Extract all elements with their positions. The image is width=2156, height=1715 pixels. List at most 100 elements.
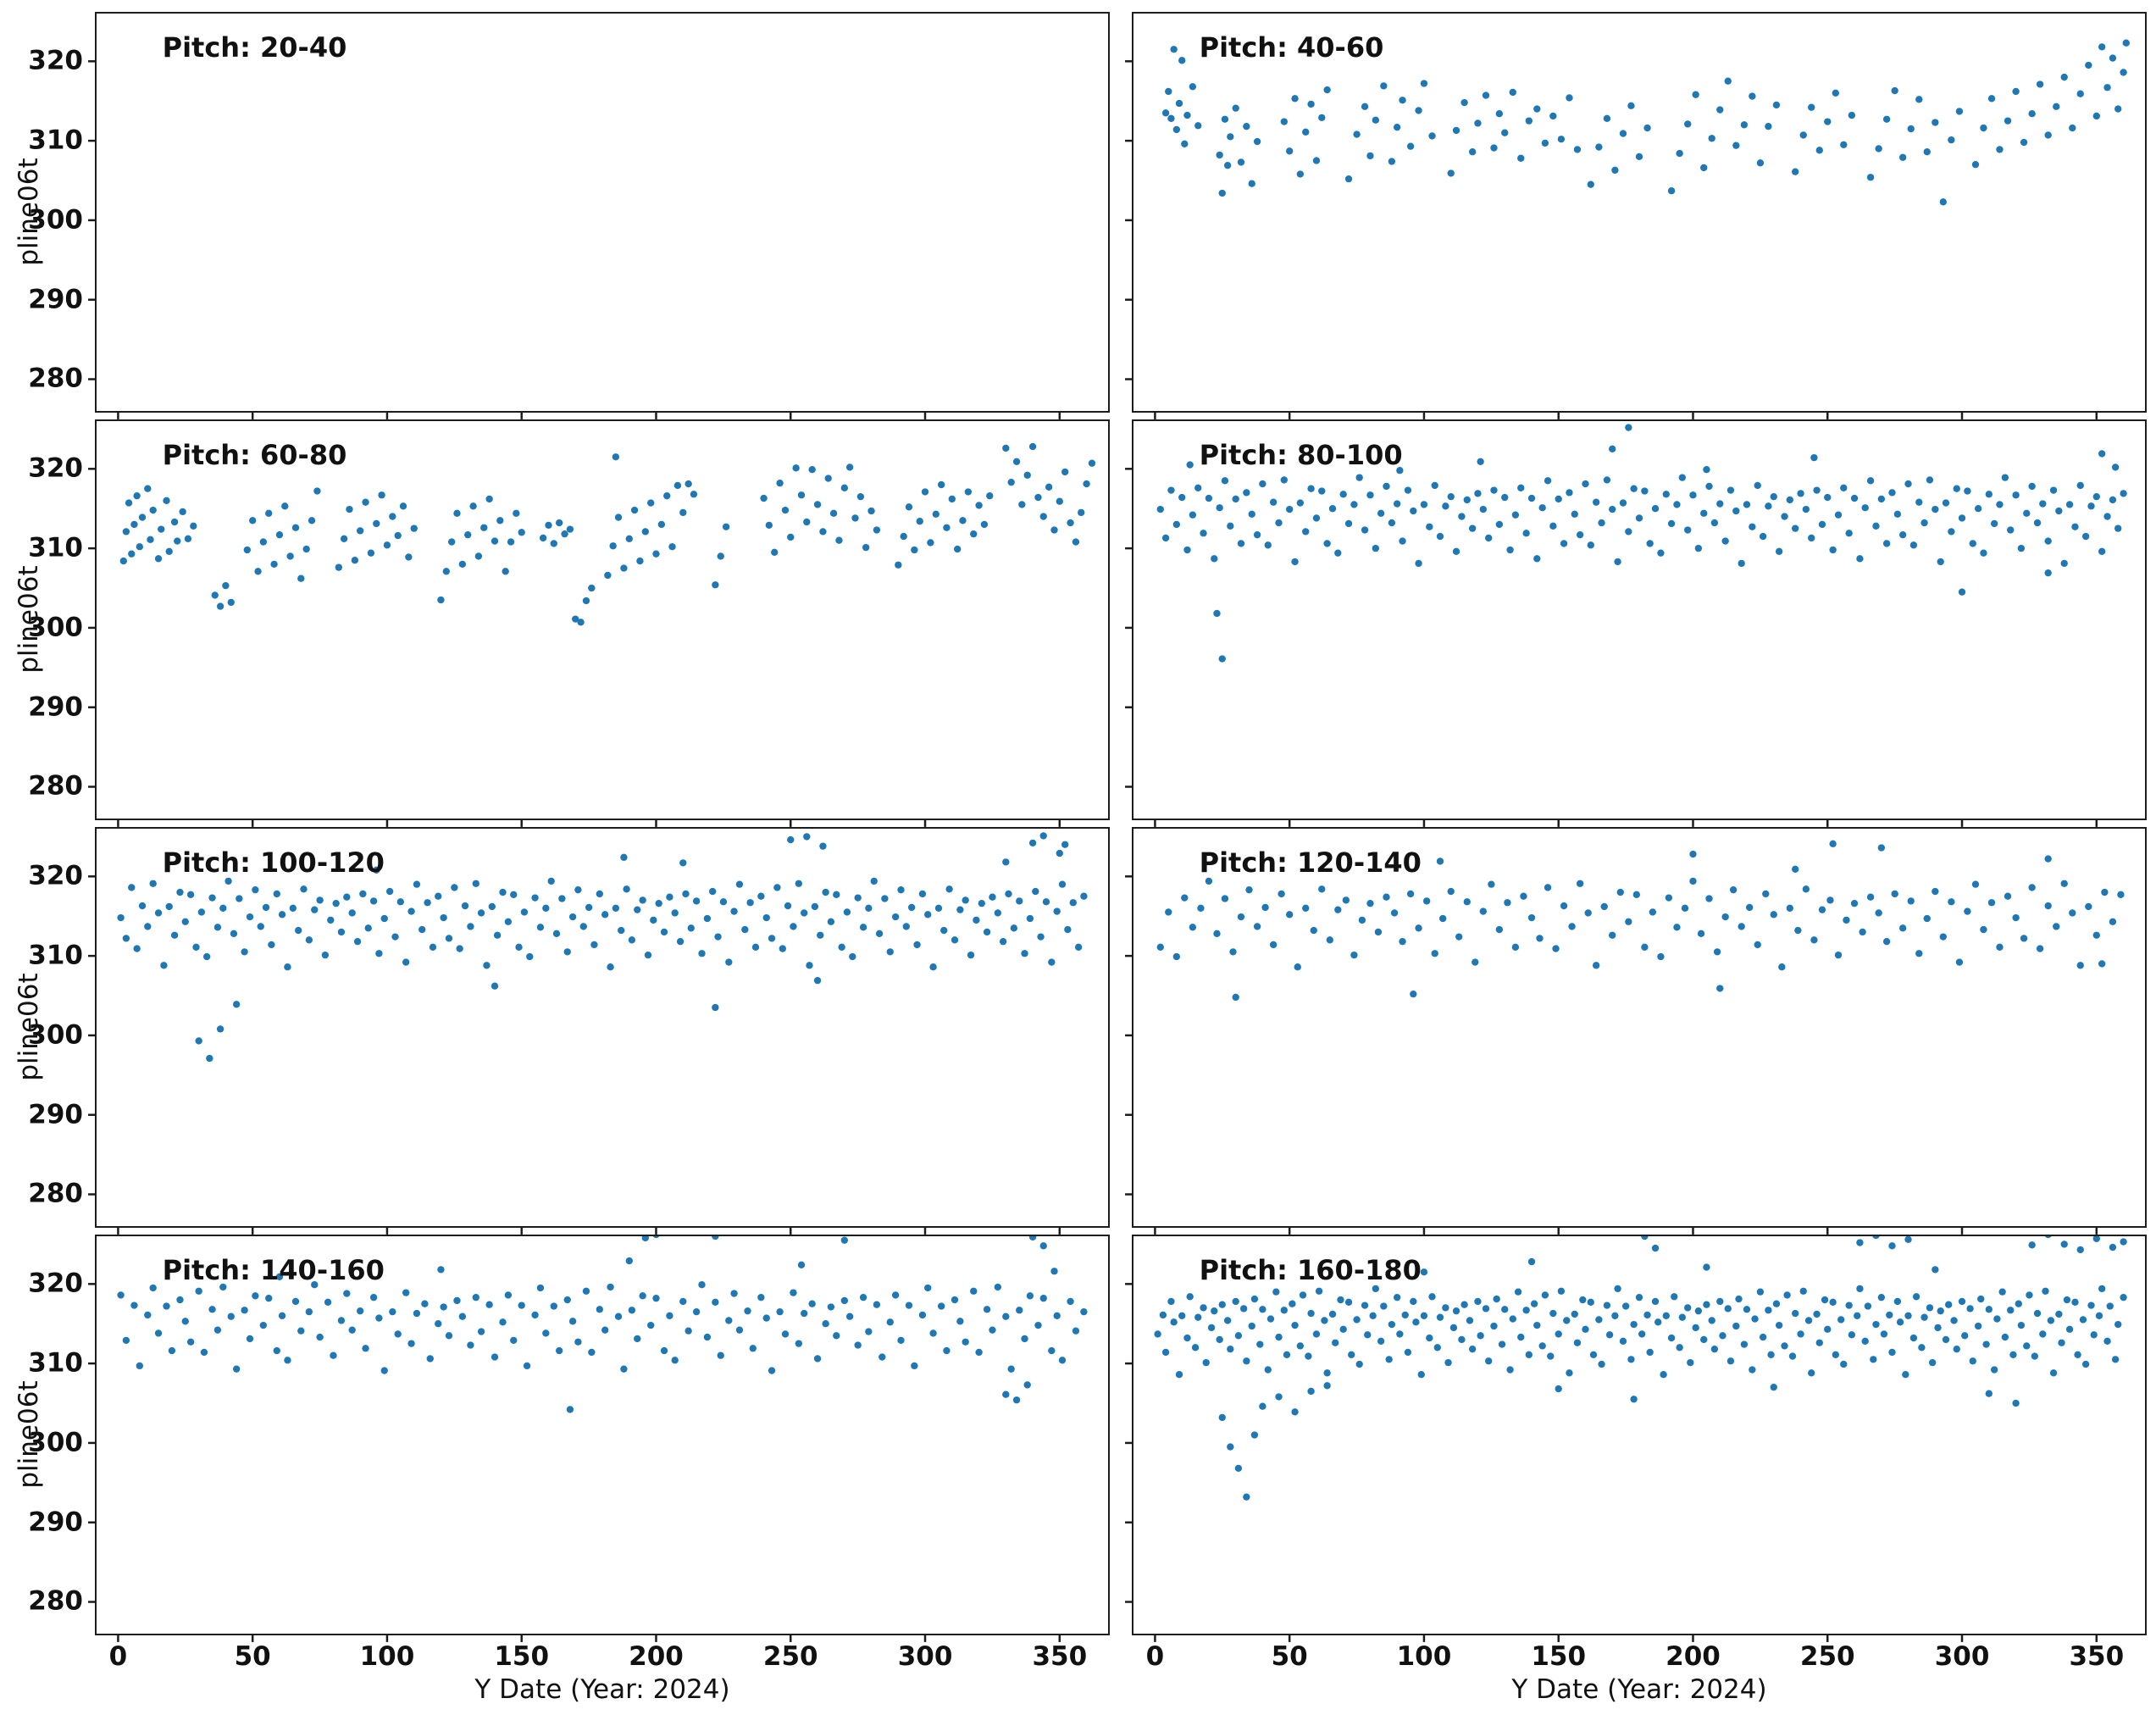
data-point xyxy=(1786,496,1793,504)
data-point xyxy=(424,899,431,907)
data-point xyxy=(620,853,628,861)
scatter-panel-8: Pitch: 160-180 0 50 100 150 200 250 300 350 xyxy=(1125,1235,2147,1670)
data-point xyxy=(948,495,956,503)
data-point xyxy=(477,909,485,917)
data-point xyxy=(117,913,125,922)
data-point xyxy=(119,557,127,565)
data-point xyxy=(1697,930,1705,938)
data-point xyxy=(1611,1312,1619,1319)
data-point xyxy=(1366,491,1374,499)
data-point xyxy=(335,563,343,571)
data-point xyxy=(1888,1242,1896,1250)
data-point xyxy=(316,1333,324,1341)
data-point xyxy=(563,948,571,956)
data-point xyxy=(362,1345,369,1352)
data-point xyxy=(402,958,410,966)
data-point xyxy=(504,1291,513,1299)
data-point xyxy=(136,1362,144,1370)
data-point xyxy=(725,958,733,966)
data-point xyxy=(1422,897,1431,905)
data-point xyxy=(1237,913,1245,921)
data-point xyxy=(698,1281,706,1289)
data-point xyxy=(1383,482,1390,491)
data-point xyxy=(1218,655,1226,663)
data-point xyxy=(1614,558,1621,566)
data-point xyxy=(585,903,593,912)
data-point xyxy=(1630,1320,1638,1329)
data-point xyxy=(1493,1295,1500,1303)
data-point xyxy=(483,962,491,969)
data-point xyxy=(1428,1293,1436,1301)
data-point xyxy=(337,928,346,936)
data-point xyxy=(1479,907,1488,915)
y-tick-label: 290 xyxy=(28,691,83,723)
data-point xyxy=(1964,907,1971,915)
data-point xyxy=(1348,1351,1355,1358)
data-point xyxy=(1468,148,1477,156)
data-point xyxy=(970,1287,978,1295)
scatter-canvas xyxy=(88,1236,1088,1642)
data-point xyxy=(1339,1325,1347,1333)
data-point xyxy=(1555,1330,1562,1338)
data-point xyxy=(259,538,268,546)
data-point xyxy=(1275,1333,1283,1341)
data-point xyxy=(1829,546,1837,554)
data-point xyxy=(1527,913,1536,922)
data-point xyxy=(246,913,254,921)
data-point xyxy=(1444,1358,1452,1367)
data-point xyxy=(1703,1301,1710,1308)
data-point xyxy=(1716,106,1724,114)
data-point xyxy=(1549,1309,1557,1318)
data-point xyxy=(1458,1335,1466,1344)
data-point xyxy=(833,1332,840,1340)
x-axis-label: Y Date (Year: 2024) xyxy=(474,1674,730,1705)
scatter-canvas xyxy=(1125,39,2130,419)
data-point xyxy=(1791,168,1799,175)
data-point xyxy=(698,950,706,957)
data-point xyxy=(975,502,983,509)
data-point xyxy=(1708,1317,1715,1324)
data-point xyxy=(2120,1294,2127,1302)
data-point xyxy=(321,951,330,959)
data-point xyxy=(1248,510,1255,518)
data-point xyxy=(1541,139,1549,147)
data-point xyxy=(257,923,264,930)
data-point xyxy=(895,561,902,569)
data-point xyxy=(1080,1307,1088,1316)
data-point xyxy=(491,1353,499,1361)
data-point xyxy=(1625,918,1632,925)
x-tick-label: 300 xyxy=(1934,1641,1990,1672)
data-point xyxy=(1966,1305,1974,1313)
data-point xyxy=(1888,1348,1896,1357)
data-point xyxy=(291,1297,300,1306)
data-point xyxy=(1902,1371,1909,1379)
data-point xyxy=(389,1307,396,1316)
data-point xyxy=(429,943,437,951)
data-point xyxy=(1037,933,1045,941)
data-point xyxy=(1007,479,1015,486)
data-point xyxy=(1194,122,1202,130)
data-point xyxy=(1641,943,1649,951)
data-point xyxy=(1189,924,1197,931)
data-point xyxy=(1472,958,1479,966)
data-point xyxy=(1834,511,1843,519)
data-point xyxy=(827,1303,835,1311)
data-point xyxy=(1393,123,1401,131)
data-point xyxy=(1619,1337,1627,1346)
data-point xyxy=(1028,1236,1037,1241)
data-point xyxy=(1856,1239,1864,1246)
data-point xyxy=(1662,1312,1670,1319)
data-point xyxy=(1294,963,1301,971)
data-point xyxy=(679,1297,687,1306)
data-point xyxy=(867,507,875,515)
data-point xyxy=(951,1296,959,1304)
data-point xyxy=(507,538,515,546)
data-point xyxy=(962,1338,969,1346)
data-point xyxy=(1436,858,1444,865)
data-point xyxy=(1840,1360,1848,1368)
data-point xyxy=(297,1327,305,1335)
data-point xyxy=(520,908,529,916)
data-point xyxy=(1996,501,2004,508)
data-point xyxy=(1533,555,1541,563)
